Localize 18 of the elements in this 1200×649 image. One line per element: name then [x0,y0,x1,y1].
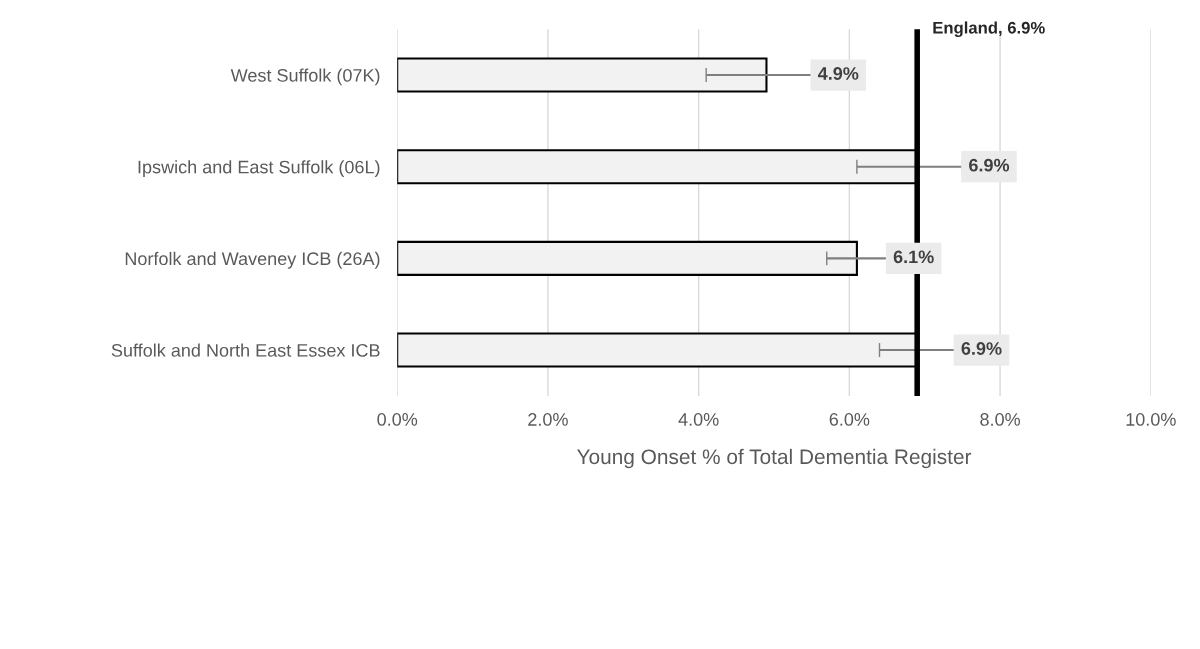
x-tick-label: 2.0% [528,413,568,426]
ref-line-label: England, 6.9% [933,21,1045,38]
bar [397,57,768,93]
data-label: 6.9% [961,342,1002,355]
y-tick-label: Ipswich and East Suffolk (06L) [138,160,380,177]
x-tick-label: 0.0% [377,413,418,426]
y-tick-label: West Suffolk (07K) [230,68,380,86]
x-tick-label: 4.0% [678,413,719,426]
data-label: 6.9% [969,158,1010,172]
x-tick-label: 8.0% [980,413,1021,426]
x-axis-title: Young Onset % of Total Dementia Register [577,448,972,469]
data-label: 6.1% [893,250,934,264]
x-tick-label: 6.0% [829,413,870,426]
bar [397,240,858,276]
y-tick-label: Suffolk and North East Essex ICB [111,343,380,357]
data-label: 4.9% [817,67,859,80]
y-tick-label: Norfolk and Waveney ICB (26A) [125,251,380,269]
x-tick-label: 10.0% [1126,413,1176,426]
